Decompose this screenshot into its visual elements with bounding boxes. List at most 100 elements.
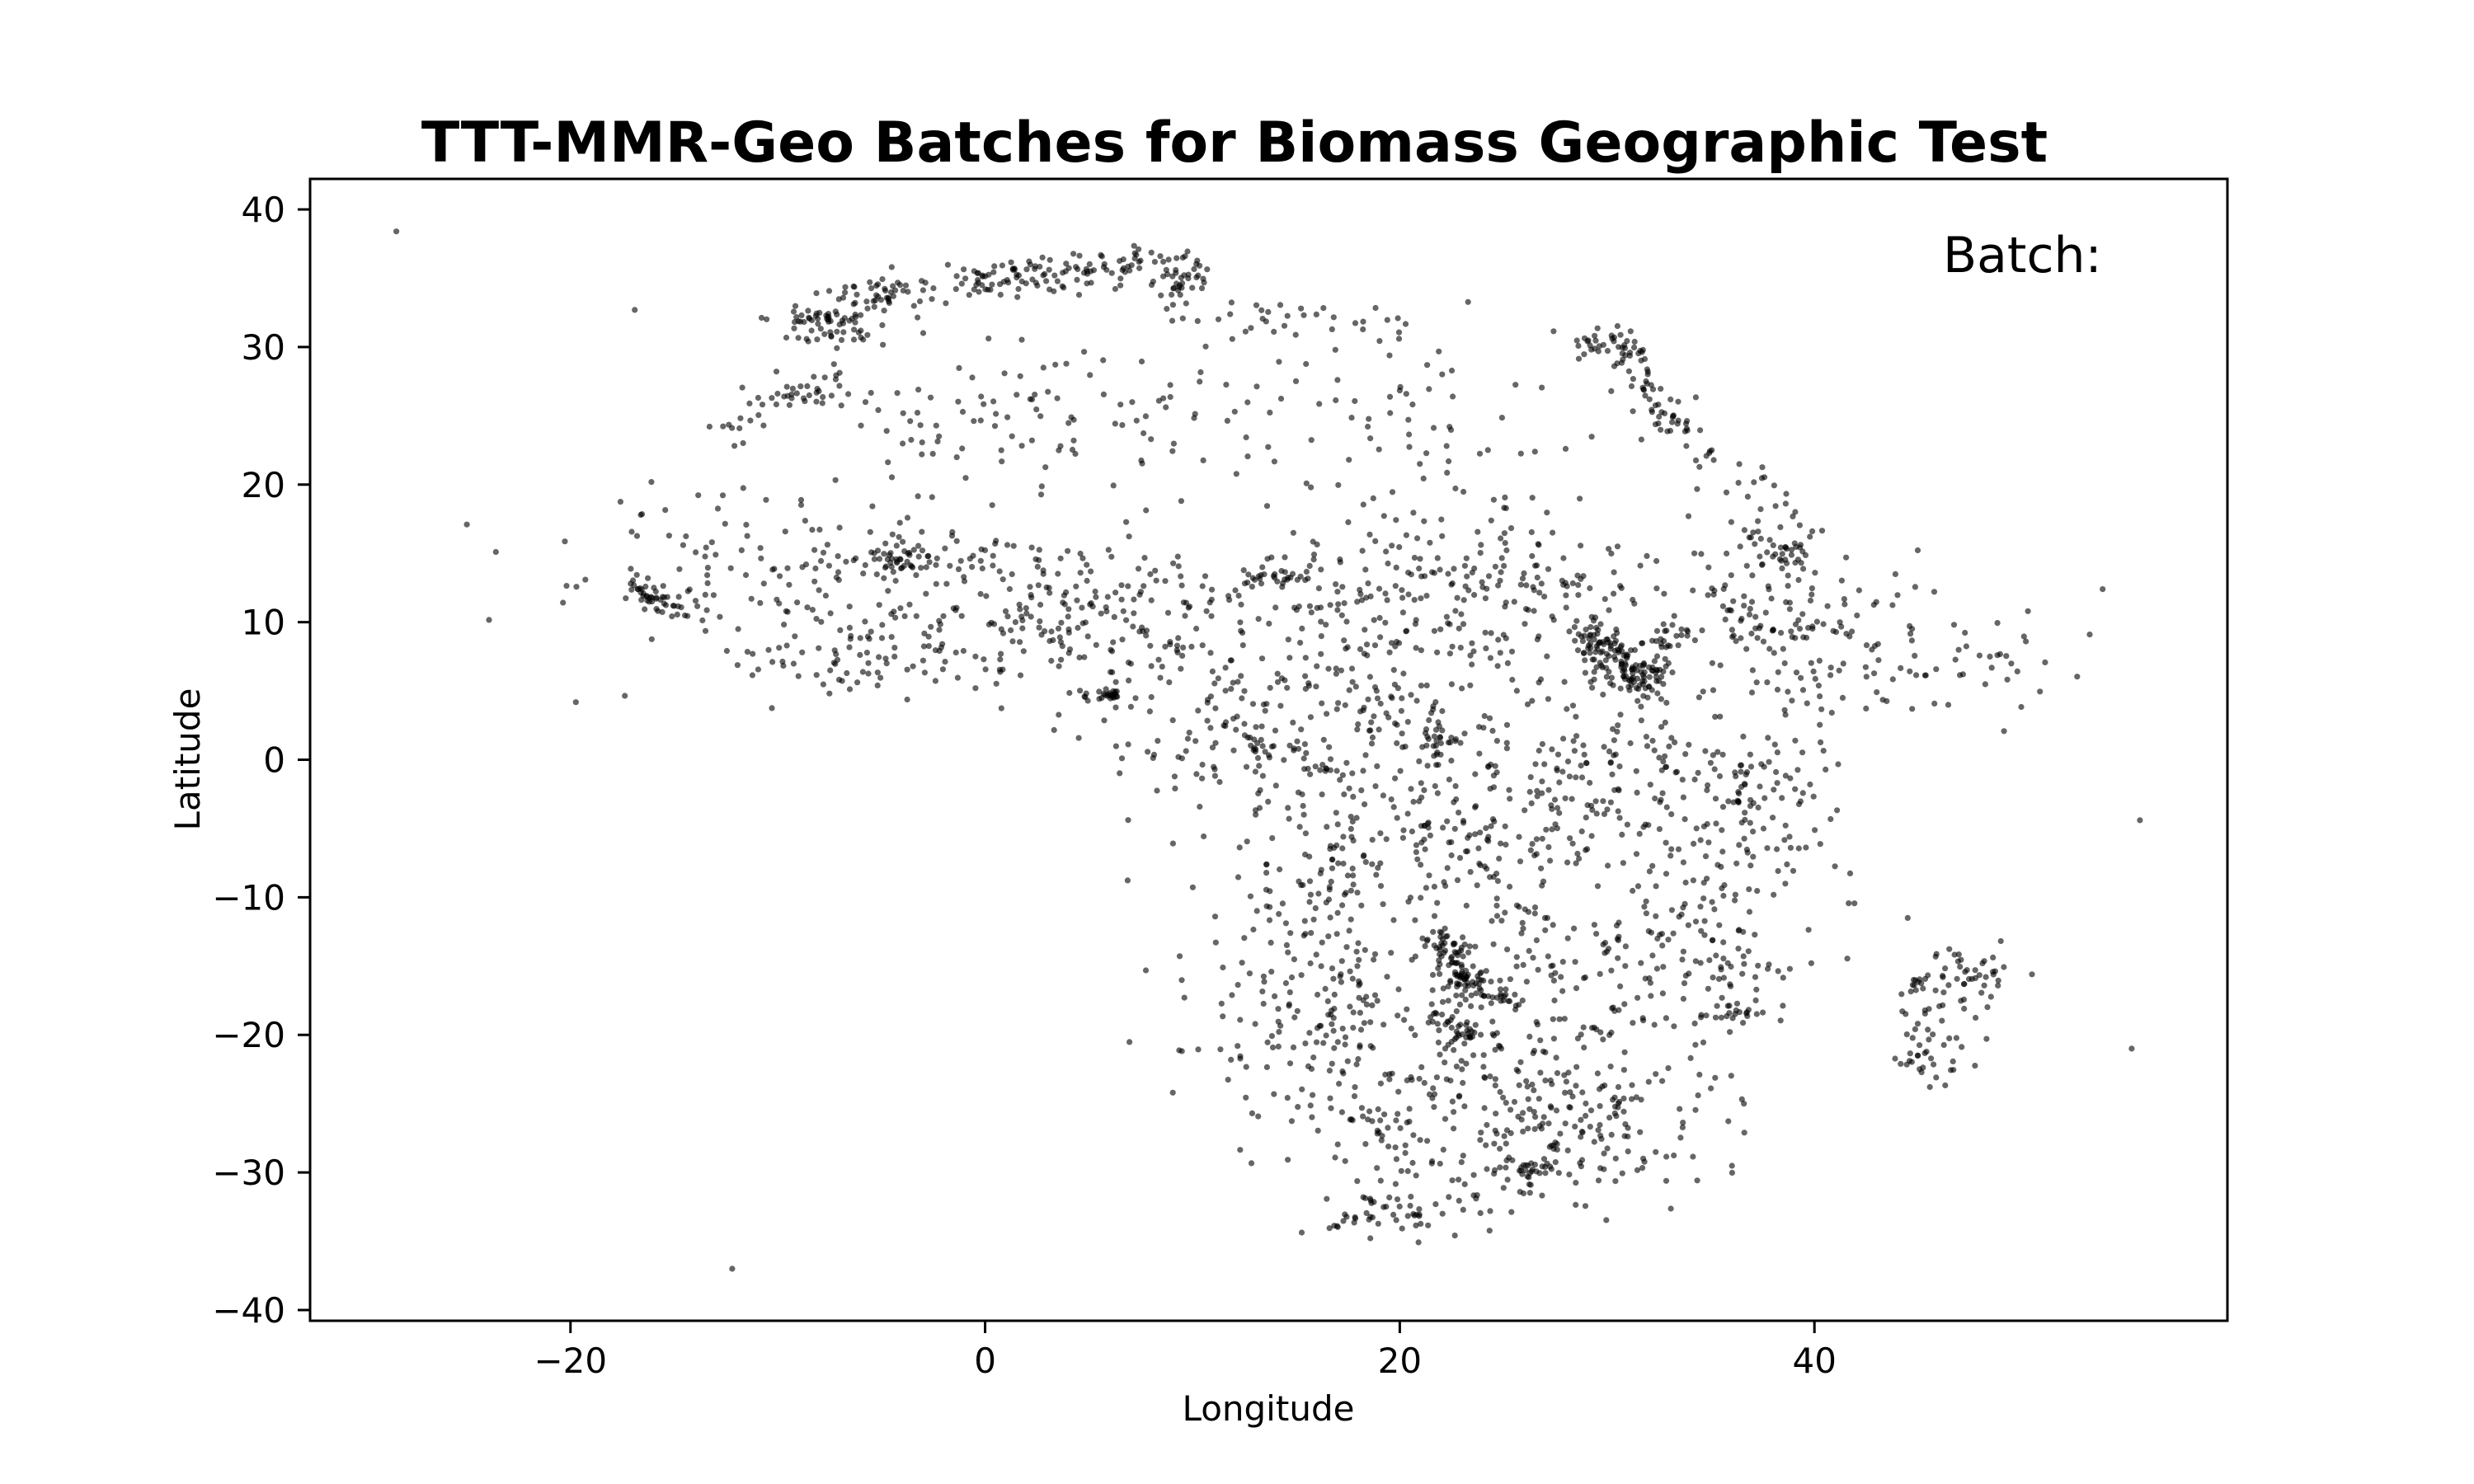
data-point bbox=[1554, 1146, 1560, 1153]
data-point bbox=[1457, 1021, 1464, 1028]
data-point bbox=[1374, 1165, 1380, 1172]
data-point bbox=[1235, 592, 1242, 599]
data-point bbox=[998, 705, 1004, 711]
data-point bbox=[1380, 1021, 1387, 1028]
data-point bbox=[1388, 796, 1395, 803]
data-point bbox=[1752, 541, 1758, 547]
data-point bbox=[1275, 1006, 1282, 1012]
data-point bbox=[1215, 675, 1221, 682]
data-point bbox=[1333, 768, 1340, 774]
data-point bbox=[647, 594, 655, 600]
data-point bbox=[1526, 1106, 1533, 1112]
data-point bbox=[1340, 834, 1347, 840]
data-point bbox=[982, 666, 989, 673]
data-point bbox=[1656, 413, 1663, 420]
data-point bbox=[1771, 482, 1777, 489]
data-point bbox=[1456, 1197, 1462, 1204]
data-point bbox=[1327, 602, 1333, 608]
data-point bbox=[846, 317, 853, 324]
data-point bbox=[1743, 646, 1750, 652]
data-point bbox=[1361, 1020, 1367, 1026]
data-point bbox=[1195, 272, 1202, 279]
data-point bbox=[943, 580, 950, 587]
data-point bbox=[704, 565, 712, 571]
data-point bbox=[1414, 535, 1421, 542]
data-point bbox=[1009, 433, 1015, 439]
data-point bbox=[1914, 547, 1921, 554]
data-point bbox=[1798, 674, 1804, 681]
data-point bbox=[1560, 735, 1567, 742]
data-point bbox=[1063, 360, 1070, 367]
data-point bbox=[1436, 1027, 1442, 1034]
data-point bbox=[1017, 373, 1023, 379]
data-point bbox=[757, 545, 764, 552]
data-point bbox=[953, 604, 960, 611]
data-point bbox=[1841, 596, 1847, 603]
data-point bbox=[1678, 632, 1685, 639]
data-point bbox=[882, 285, 888, 292]
data-point bbox=[1667, 396, 1674, 403]
data-point bbox=[891, 645, 898, 651]
data-point bbox=[1032, 263, 1038, 270]
data-point bbox=[1661, 410, 1668, 416]
data-point bbox=[755, 394, 762, 402]
data-point bbox=[1754, 888, 1761, 895]
data-point bbox=[1651, 1021, 1658, 1028]
data-point bbox=[1108, 553, 1115, 560]
data-point bbox=[827, 610, 834, 617]
data-point bbox=[1040, 364, 1047, 371]
data-point bbox=[1879, 697, 1886, 703]
data-point bbox=[1766, 758, 1772, 765]
data-point bbox=[1442, 940, 1448, 946]
data-point bbox=[985, 621, 992, 628]
data-point bbox=[1258, 307, 1265, 313]
data-point bbox=[1610, 1097, 1616, 1103]
data-point bbox=[1795, 576, 1802, 584]
data-point bbox=[1703, 1012, 1710, 1019]
data-point bbox=[674, 611, 680, 618]
data-point bbox=[1559, 959, 1566, 965]
data-point bbox=[1657, 666, 1663, 673]
data-point bbox=[1310, 916, 1317, 923]
data-point bbox=[1668, 907, 1675, 913]
x-tick-label: −20 bbox=[534, 1341, 607, 1381]
data-point bbox=[885, 459, 891, 466]
data-point bbox=[1695, 1092, 1701, 1099]
data-point bbox=[1380, 513, 1387, 519]
data-point bbox=[1653, 883, 1659, 890]
data-point bbox=[1393, 564, 1399, 571]
data-point bbox=[1692, 457, 1700, 464]
data-point bbox=[1628, 682, 1634, 688]
data-point bbox=[1665, 642, 1672, 649]
data-point bbox=[1563, 1078, 1569, 1085]
data-point bbox=[562, 538, 568, 545]
data-point bbox=[1331, 1045, 1338, 1051]
data-point bbox=[1541, 761, 1548, 768]
data-point bbox=[1579, 638, 1586, 645]
data-point bbox=[1055, 571, 1061, 577]
data-point bbox=[1747, 751, 1753, 758]
data-point bbox=[1488, 1000, 1494, 1007]
data-point bbox=[1220, 964, 1226, 971]
data-point bbox=[1796, 626, 1804, 632]
data-point bbox=[1475, 528, 1481, 535]
data-point bbox=[763, 496, 769, 503]
data-point bbox=[888, 474, 896, 481]
data-point bbox=[1446, 621, 1453, 627]
data-point bbox=[1746, 611, 1753, 618]
data-point bbox=[1741, 960, 1747, 967]
data-point bbox=[1360, 768, 1366, 774]
data-point bbox=[1752, 932, 1758, 938]
data-point bbox=[1643, 898, 1649, 904]
data-point bbox=[1262, 707, 1268, 714]
data-point bbox=[1429, 971, 1437, 979]
data-point bbox=[1873, 599, 1879, 605]
data-point bbox=[875, 294, 882, 300]
data-point bbox=[981, 401, 987, 407]
data-point bbox=[1692, 394, 1699, 401]
data-point bbox=[1711, 906, 1718, 913]
data-point bbox=[904, 558, 910, 565]
data-point bbox=[1925, 1026, 1931, 1033]
data-point bbox=[1542, 927, 1549, 933]
data-point bbox=[1492, 763, 1498, 769]
